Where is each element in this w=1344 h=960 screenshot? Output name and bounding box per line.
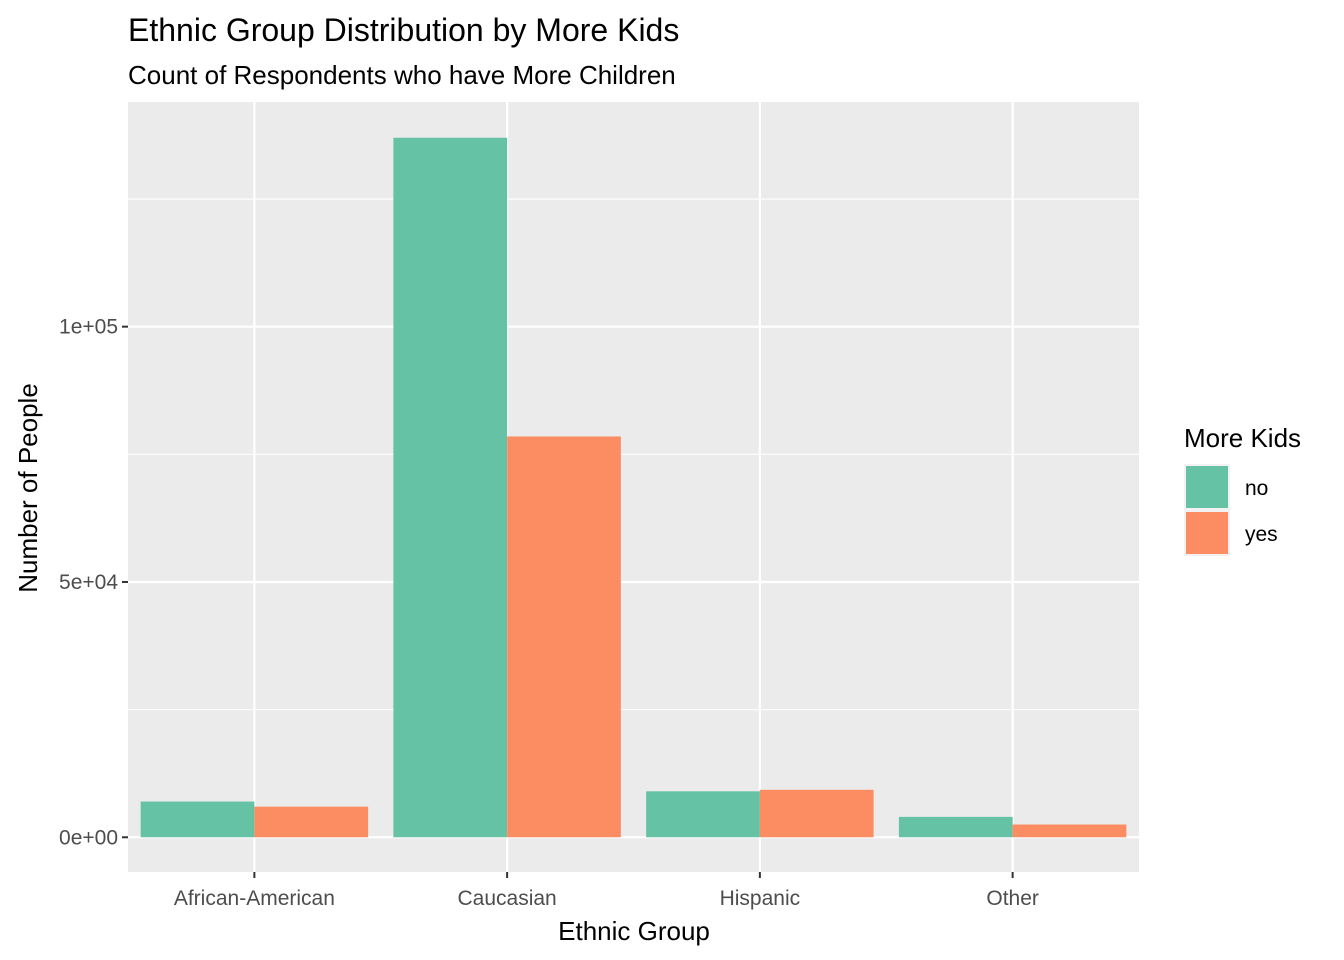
y-tick-label: 1e+05 bbox=[59, 316, 118, 339]
legend-swatch-yes bbox=[1186, 512, 1228, 554]
bar-yes bbox=[254, 806, 369, 838]
legend-label-no: no bbox=[1245, 477, 1268, 500]
x-axis-title: Ethnic Group bbox=[558, 916, 710, 946]
legend-title: More Kids bbox=[1184, 423, 1301, 453]
axis-ticks: 0e+00 5e+04 1e+05 African-American Caucasian… bbox=[59, 316, 1039, 910]
x-tick-label: Other bbox=[986, 887, 1039, 910]
bars bbox=[140, 137, 1127, 838]
plot-panel bbox=[128, 102, 1139, 872]
chart-subtitle: Count of Respondents who have More Child… bbox=[128, 60, 676, 90]
bar-no bbox=[646, 791, 760, 838]
legend-swatch-no bbox=[1186, 466, 1228, 508]
bar-yes bbox=[759, 789, 874, 838]
x-tick-label: African-American bbox=[174, 887, 335, 910]
x-tick-label: Hispanic bbox=[720, 887, 801, 910]
y-tick-label: 5e+04 bbox=[59, 571, 118, 594]
bar-no bbox=[898, 816, 1013, 838]
bar-no bbox=[393, 137, 508, 838]
y-tick-label: 0e+00 bbox=[59, 826, 118, 849]
y-axis-title: Number of People bbox=[13, 383, 43, 593]
x-tick-label: Caucasian bbox=[458, 887, 557, 910]
bar-no bbox=[140, 801, 255, 838]
chart-title: Ethnic Group Distribution by More Kids bbox=[128, 12, 679, 48]
legend-label-yes: yes bbox=[1245, 523, 1278, 546]
bar-yes bbox=[1012, 824, 1127, 838]
legend: More Kids no yes bbox=[1184, 423, 1301, 556]
bar-yes bbox=[507, 436, 621, 838]
